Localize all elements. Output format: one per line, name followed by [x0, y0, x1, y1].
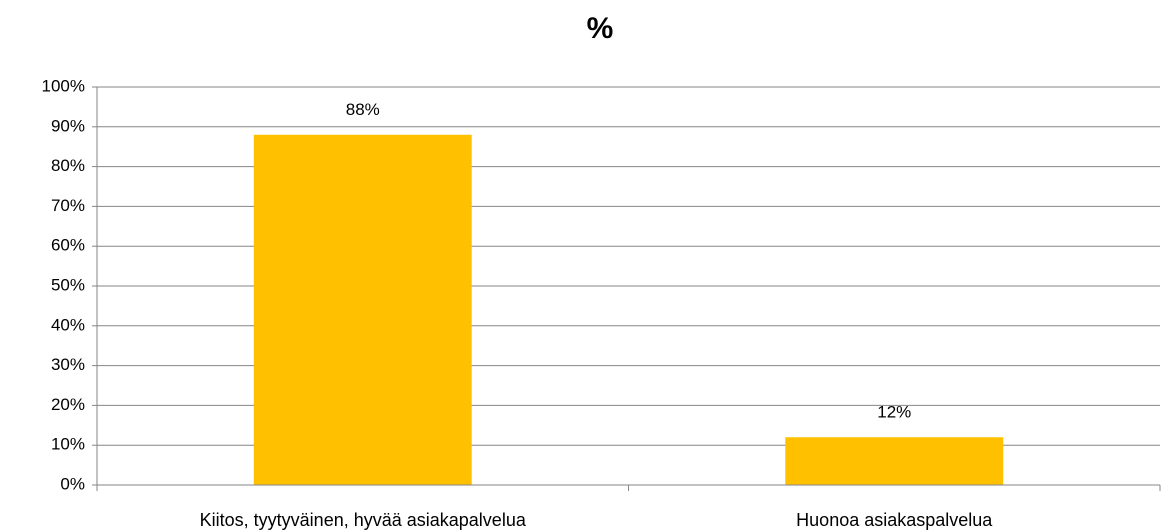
y-tick-label: 0%	[60, 474, 85, 493]
y-tick-label: 10%	[51, 435, 85, 454]
y-tick-label: 90%	[51, 116, 85, 135]
y-tick-label: 20%	[51, 395, 85, 414]
chart-title: %	[587, 12, 614, 45]
bar	[253, 134, 472, 485]
y-tick-label: 30%	[51, 355, 85, 374]
bar	[785, 437, 1004, 485]
data-label: 88%	[346, 100, 380, 119]
x-tick-label: Huonoa asiakaspalvelua	[796, 510, 993, 530]
y-tick-label: 60%	[51, 236, 85, 255]
data-label: 12%	[877, 403, 911, 422]
y-tick-label: 100%	[42, 76, 85, 95]
y-tick-label: 50%	[51, 275, 85, 294]
y-tick-label: 80%	[51, 156, 85, 175]
y-tick-label: 70%	[51, 196, 85, 215]
x-tick-label: Kiitos, tyytyväinen, hyvää asiakapalvelu…	[200, 510, 527, 530]
y-tick-label: 40%	[51, 315, 85, 334]
